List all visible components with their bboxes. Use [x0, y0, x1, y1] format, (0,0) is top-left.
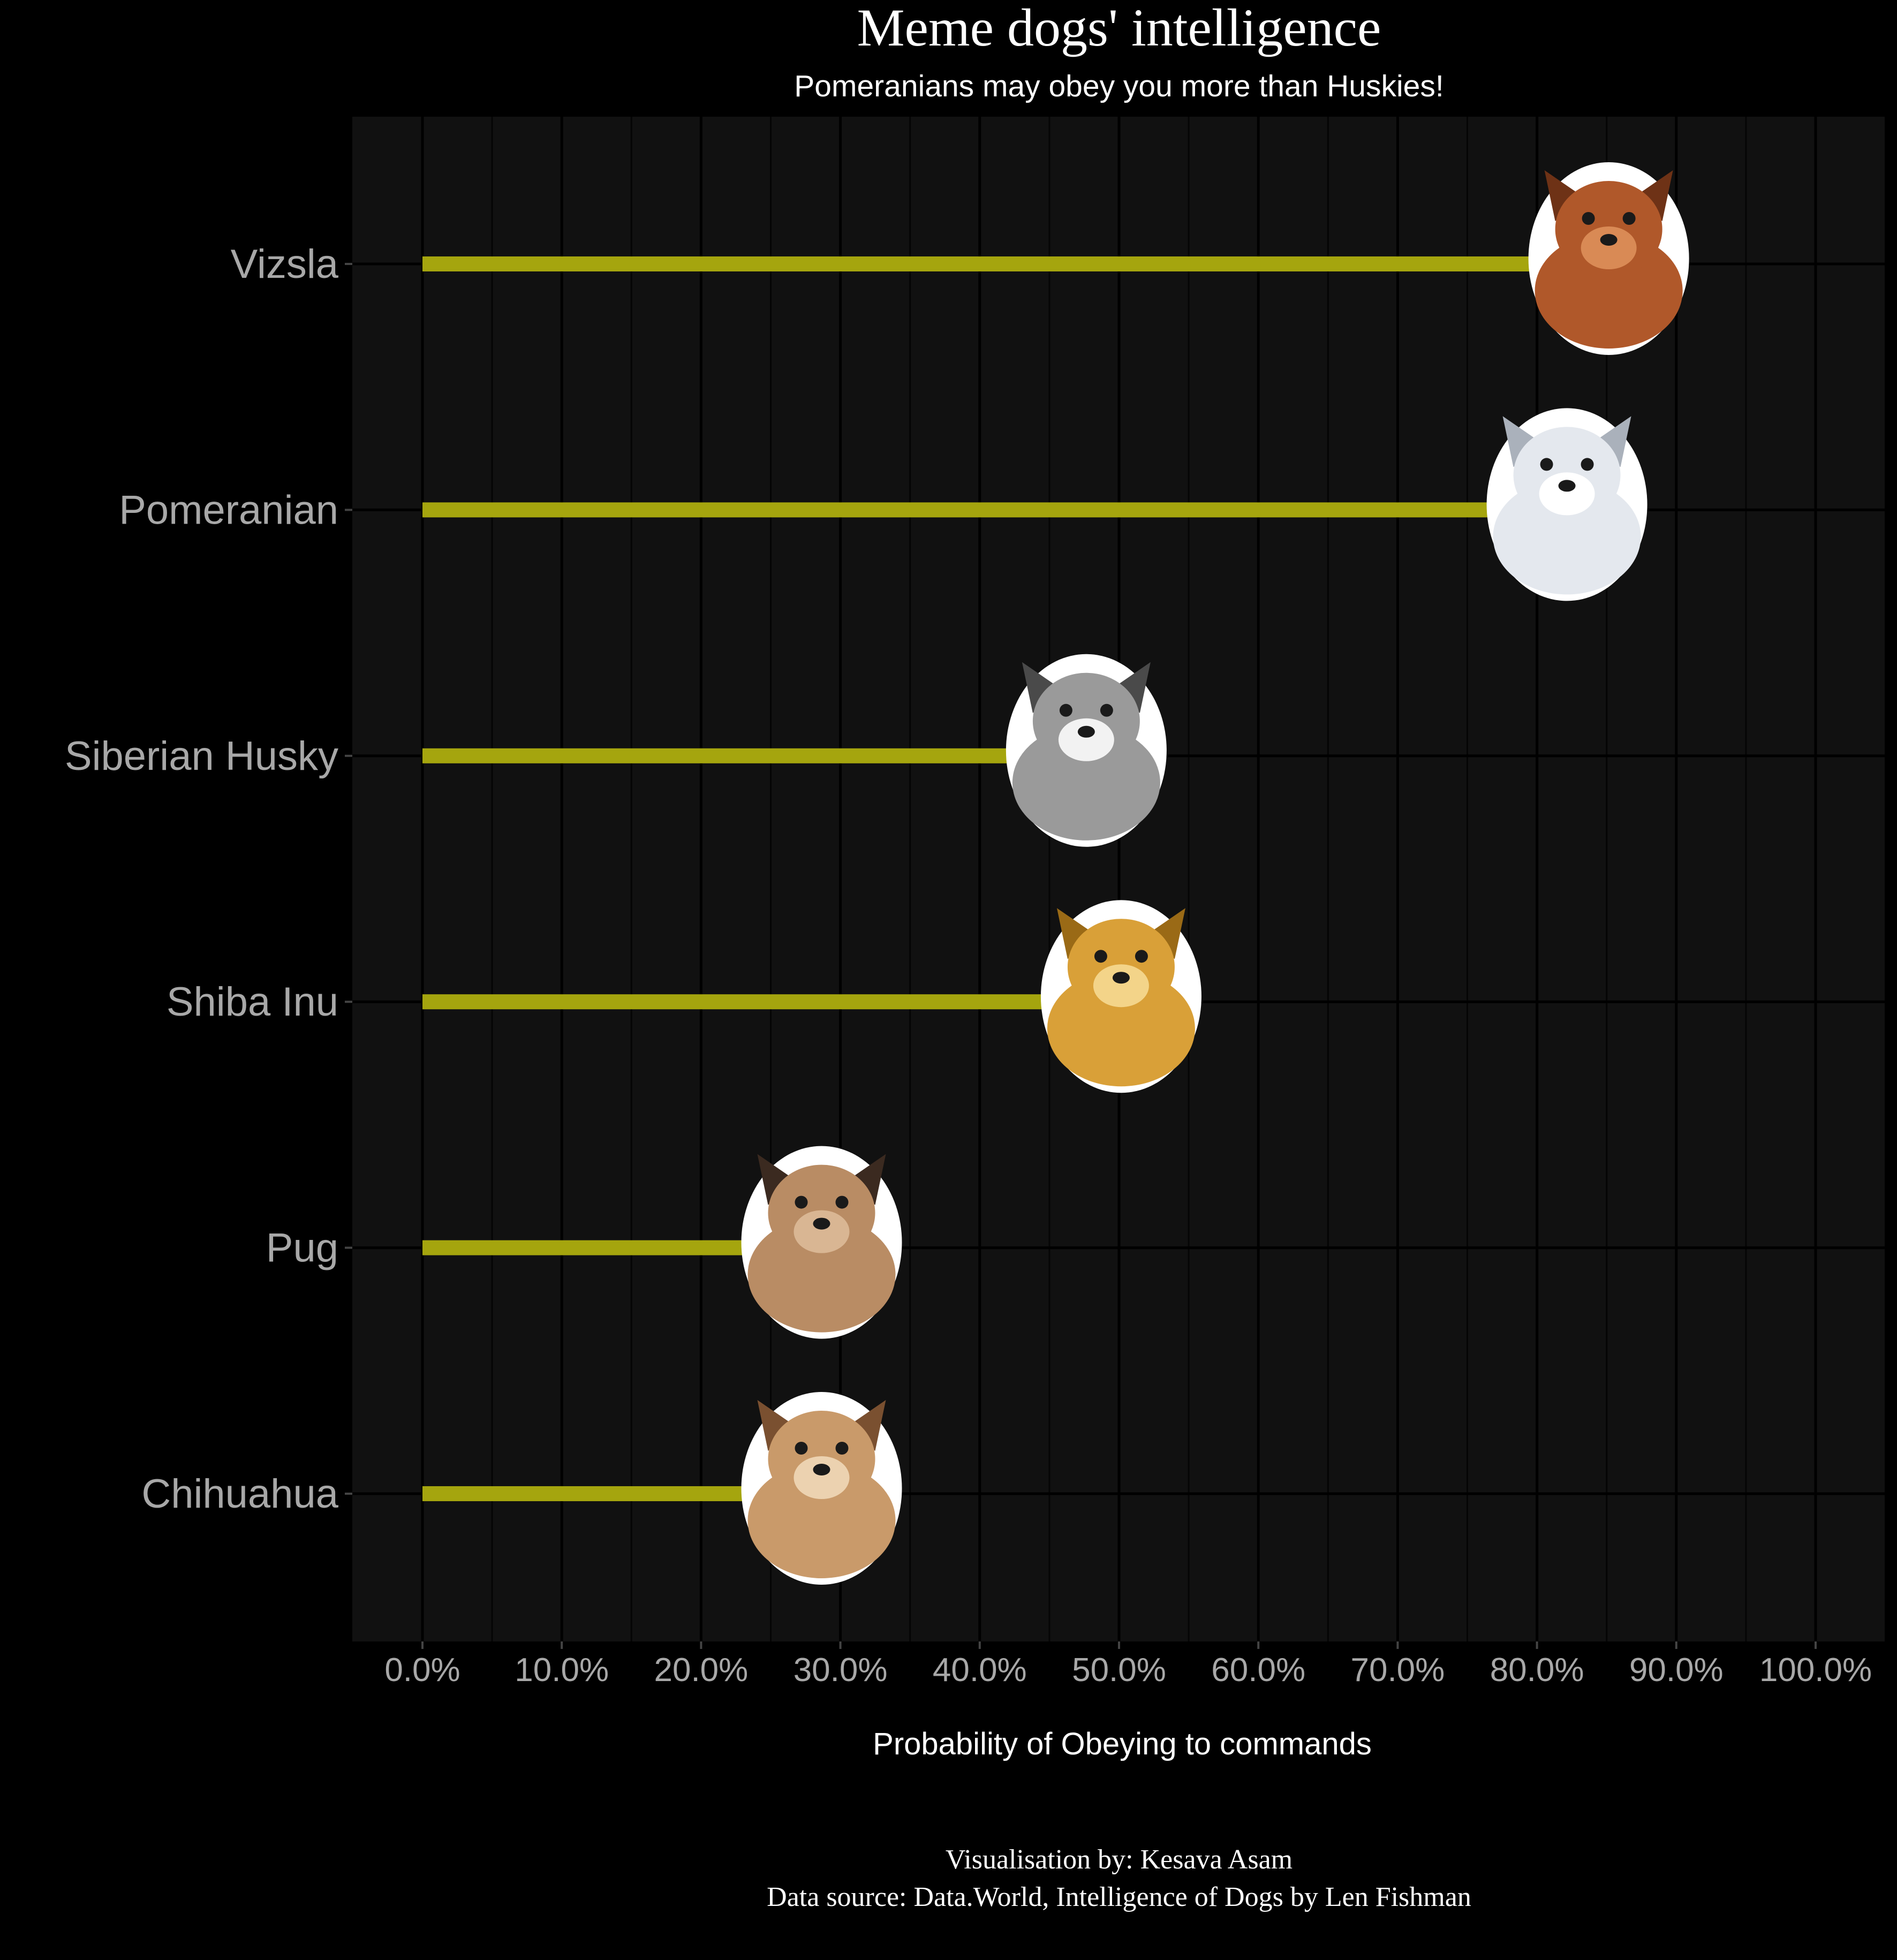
dog-ear: [1142, 908, 1185, 959]
bar: [422, 1486, 771, 1501]
bar: [422, 256, 1558, 271]
chart-subtitle: Pomeranians may obey you more than Huski…: [794, 69, 1443, 103]
dog-nose: [1600, 234, 1618, 246]
shiba-inu-dog-picture: [1040, 900, 1201, 1093]
dog-ear: [843, 1400, 886, 1451]
dog-eye: [795, 1195, 808, 1209]
x-tick-label: 50.0%: [1072, 1652, 1166, 1689]
y-axis: Vizsla Pomeranian Siberian Husky Shiba Inu P…: [65, 241, 352, 1517]
x-tick-label: 90.0%: [1629, 1652, 1724, 1689]
x-axis: 0.0% 10.0% 20.0% 30.0% 40.0% 50.0% 60.0% 70.0% 8…: [384, 1641, 1872, 1689]
bar: [422, 502, 1516, 518]
bar: [422, 1240, 771, 1255]
x-tick-label: 40.0%: [933, 1652, 1027, 1689]
x-tick-label: 20.0%: [654, 1652, 748, 1689]
y-tick-label: Pug: [266, 1225, 338, 1271]
pug-dog-picture: [741, 1146, 902, 1339]
dog-ear: [757, 1154, 800, 1205]
dog-ear: [1630, 170, 1673, 221]
x-tick-label: 80.0%: [1490, 1652, 1584, 1689]
dog-nose: [813, 1217, 830, 1230]
dog-markers: [741, 162, 1689, 1585]
dog-nose: [1558, 480, 1576, 492]
dog-ear: [1022, 662, 1065, 713]
dog-ear: [1502, 416, 1546, 467]
chihuahua-dog-picture: [741, 1392, 902, 1585]
chart-title: Meme dogs' intelligence: [857, 0, 1381, 57]
dog-nose: [813, 1464, 830, 1475]
bars: [422, 256, 1558, 1501]
dog-muzzle: [1093, 964, 1149, 1008]
bar: [422, 994, 1070, 1010]
dog-ear: [1544, 170, 1588, 221]
caption-source: Data source: Data.World, Intelligence of…: [767, 1882, 1471, 1912]
x-tick-label: 70.0%: [1350, 1652, 1445, 1689]
dog-nose: [1112, 972, 1130, 984]
dog-eye: [1581, 458, 1594, 471]
x-tick-label: 10.0%: [515, 1652, 609, 1689]
dog-ear: [1107, 662, 1151, 713]
minor-gridlines: [491, 117, 1747, 1641]
dog-muzzle: [793, 1210, 850, 1253]
dog-eye: [1094, 950, 1107, 963]
dog-nose: [1077, 725, 1095, 738]
dog-ear: [1056, 908, 1100, 959]
x-tick-label: 30.0%: [793, 1652, 888, 1689]
dog-ear: [757, 1400, 800, 1451]
dog-eye: [1582, 212, 1595, 225]
dog-muzzle: [1581, 226, 1637, 269]
dog-eye: [1100, 703, 1113, 717]
dog-muzzle: [1058, 718, 1114, 761]
vizsla-dog-picture: [1528, 162, 1689, 355]
y-tick-label: Shiba Inu: [167, 979, 338, 1025]
x-tick-label: 0.0%: [384, 1652, 460, 1689]
y-tick-label: Pomeranian: [119, 487, 338, 533]
bar: [422, 748, 1036, 763]
y-tick-label: Siberian Husky: [65, 733, 338, 779]
siberian-husky-dog-picture: [1006, 654, 1167, 847]
dog-eye: [835, 1195, 849, 1209]
dog-eye: [1059, 703, 1072, 717]
y-tick-label: Vizsla: [231, 241, 339, 287]
dog-ear: [1588, 416, 1631, 467]
x-axis-title: Probability of Obeying to commands: [873, 1727, 1372, 1761]
pomeranian-dog-picture: [1486, 408, 1647, 601]
dog-eye: [1540, 458, 1553, 471]
dog-muzzle: [1539, 472, 1595, 516]
y-tick-label: Chihuahua: [141, 1471, 338, 1517]
dog-muzzle: [793, 1456, 850, 1499]
x-tick-label: 100.0%: [1759, 1652, 1872, 1689]
dog-eye: [835, 1442, 849, 1455]
dog-eye: [795, 1442, 808, 1455]
x-tick-label: 60.0%: [1211, 1652, 1305, 1689]
dog-eye: [1135, 950, 1148, 963]
caption-credit: Visualisation by: Kesava Asam: [946, 1844, 1293, 1875]
dog-eye: [1622, 212, 1636, 225]
dog-ear: [843, 1154, 886, 1205]
